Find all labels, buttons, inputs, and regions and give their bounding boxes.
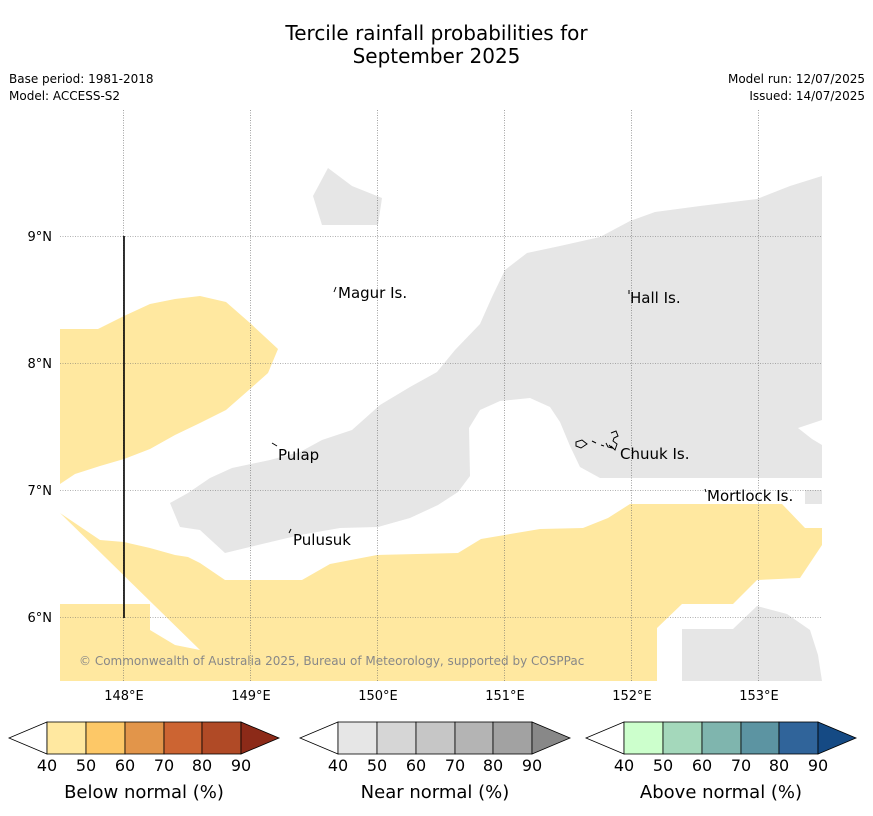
legend-below-normal-tick: 40	[37, 756, 57, 775]
legend-above-normal-tick: 90	[808, 756, 828, 775]
legend-below-normal-label: Below normal (%)	[64, 782, 224, 803]
longitude-labels: 148°E 149°E 150°E 151°E 152°E 153°E	[104, 689, 779, 704]
island-label-pulusuk: Pulusuk	[293, 531, 351, 549]
legend-above-normal-tick: 60	[692, 756, 712, 775]
meta-left: Base period: 1981-2018 Model: ACCESS-S2	[9, 71, 154, 105]
legend-above-normal-max-arrow	[817, 721, 858, 755]
island-label-hall: Hall Is.	[630, 289, 681, 307]
copyright-text: © Commonwealth of Australia 2025, Bureau…	[79, 654, 584, 668]
legend-near-normal-swatch	[337, 721, 378, 755]
legend-above-normal-label: Above normal (%)	[640, 782, 802, 803]
legend-above-normal-min-arrow	[584, 721, 625, 755]
legend-near-normal-label: Near normal (%)	[361, 782, 510, 803]
legend-above-normal: 40 50 60 70 80 90 Above normal (%)	[584, 721, 858, 803]
legend-near-normal-tick: 50	[367, 756, 387, 775]
legend-below-normal-max-arrow	[240, 721, 281, 755]
legend-near-normal-swatch	[492, 721, 533, 755]
lat-label-7n: 7°N	[28, 484, 53, 499]
legend-near-normal-tick: 60	[406, 756, 426, 775]
lon-label-149e: 149°E	[231, 689, 271, 704]
island-label-pulap: Pulap	[278, 446, 319, 464]
legend-below-normal-tick: 90	[231, 756, 251, 775]
legend-above-normal-swatch	[662, 721, 703, 755]
legend-below-normal-swatch	[85, 721, 126, 755]
latitude-labels: 9°N 8°N 7°N 6°N	[28, 230, 53, 626]
meta-right: Model run: 12/07/2025 Issued: 14/07/2025	[728, 71, 865, 105]
mortlock-island-shape	[704, 488, 707, 493]
legend-below-normal-swatch	[163, 721, 203, 755]
legend-below-normal-tick: 50	[76, 756, 96, 775]
near-normal-region-southeast	[682, 606, 822, 681]
pulap-island-shape	[271, 442, 278, 447]
near-normal-region-magur	[313, 168, 382, 225]
lat-label-6n: 6°N	[28, 611, 53, 626]
legend-below-normal-tick: 80	[192, 756, 212, 775]
issued-text: Issued: 14/07/2025	[749, 89, 865, 103]
lon-label-152e: 152°E	[612, 689, 652, 704]
near-normal-region-main	[170, 176, 822, 553]
chuuk-island-shape	[575, 430, 619, 451]
legend-near-normal-tick: 70	[445, 756, 465, 775]
legend-near-normal-max-arrow	[531, 721, 572, 755]
map-title-line2: September 2025	[352, 44, 521, 68]
legend-above-normal-swatch	[778, 721, 819, 755]
lon-label-150e: 150°E	[358, 689, 398, 704]
near-normal-region-mortlock-edge	[805, 490, 822, 504]
island-outlines	[271, 286, 707, 534]
lat-label-8n: 8°N	[28, 357, 53, 372]
legend-above-normal-swatch	[623, 721, 664, 755]
map-plot-area: Magur Is. Hall Is. Pulap Chuuk Is. Mortl…	[60, 110, 822, 681]
legend-near-normal-tick: 90	[522, 756, 542, 775]
magur-island-shape	[333, 286, 337, 293]
legend-below-normal-min-arrow	[7, 721, 48, 755]
legend-above-normal-tick: 70	[731, 756, 751, 775]
legend-above-normal-tick: 40	[614, 756, 634, 775]
legend-near-normal: 40 50 60 70 80 90 Near normal (%)	[298, 721, 572, 803]
legend-near-normal-min-arrow	[298, 721, 339, 755]
map-title: Tercile rainfall probabilities for Septe…	[0, 22, 873, 68]
island-label-mortlock: Mortlock Is.	[707, 487, 793, 505]
legend-above-normal-tick: 50	[653, 756, 673, 775]
below-normal-region-north	[60, 296, 278, 484]
island-label-magur: Magur Is.	[338, 284, 407, 302]
legend-below-normal-swatch	[201, 721, 242, 755]
legend-near-normal-tick: 80	[483, 756, 503, 775]
island-labels: Magur Is. Hall Is. Pulap Chuuk Is. Mortl…	[278, 284, 793, 549]
model-text: Model: ACCESS-S2	[9, 89, 121, 103]
map-title-line1: Tercile rainfall probabilities for	[285, 21, 588, 45]
lon-label-148e: 148°E	[104, 689, 144, 704]
legend-near-normal-swatch	[415, 721, 456, 755]
model-run-text: Model run: 12/07/2025	[727, 72, 865, 86]
lat-label-9n: 9°N	[28, 230, 53, 245]
legend-near-normal-tick: 40	[328, 756, 348, 775]
legend-below-normal-tick: 70	[154, 756, 174, 775]
legend-below-normal-tick: 60	[115, 756, 135, 775]
legend-below-normal-swatch	[124, 721, 165, 755]
legend-above-normal-swatch	[740, 721, 780, 755]
legend-near-normal-swatch	[376, 721, 417, 755]
lon-label-151e: 151°E	[485, 689, 525, 704]
legend-above-normal-swatch	[701, 721, 742, 755]
base-period-text: Base period: 1981-2018	[9, 72, 154, 86]
near-normal-regions	[60, 168, 822, 681]
legend-near-normal-swatch	[454, 721, 494, 755]
legend-below-normal-swatch	[46, 721, 87, 755]
legend-above-normal-tick: 80	[769, 756, 789, 775]
pulusuk-island-shape	[288, 528, 292, 534]
island-label-chuuk: Chuuk Is.	[620, 445, 689, 463]
lon-label-153e: 153°E	[739, 689, 779, 704]
legend-below-normal: 40 50 60 70 80 90 Below normal (%)	[7, 721, 281, 803]
